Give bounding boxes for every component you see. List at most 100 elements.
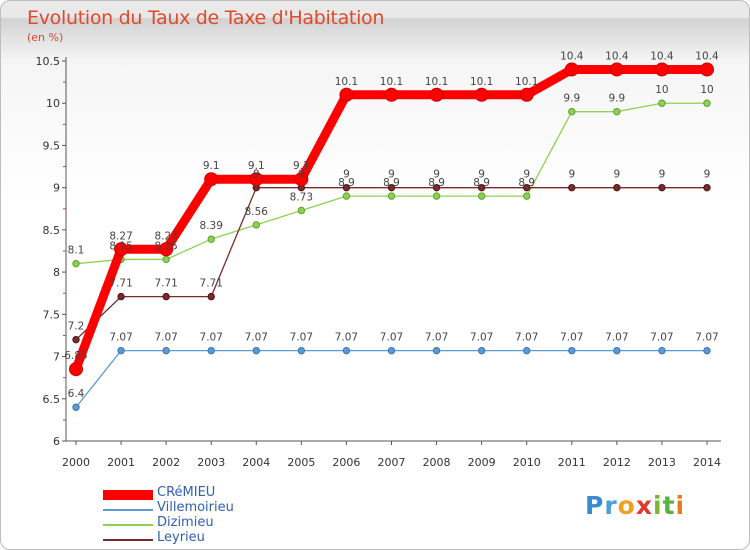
data-point-cremieu [564,62,579,77]
data-label-cremieu: 10.4 [560,50,584,62]
data-point-cremieu [249,172,264,187]
data-point-dizimieu [252,221,260,229]
data-label-villemoirieu: 7.07 [560,332,583,344]
data-label-leyrieu: 9 [478,169,485,181]
data-point-dizimieu [72,259,80,268]
data-label-leyrieu: 9 [614,169,621,181]
data-point-dizimieu [613,107,621,116]
data-point-dizimieu [387,192,396,200]
data-label-cremieu: 9.1 [203,160,220,172]
data-label-dizimieu: 8.15 [109,240,132,252]
legend-swatch-villemoirieu [103,509,153,511]
data-label-cremieu: 6.85 [64,350,87,362]
data-label-villemoirieu: 7.07 [515,332,538,344]
legend-swatch-leyrieu [103,539,153,541]
data-point-dizimieu [568,107,576,116]
legend-swatch-cremieu [103,490,153,500]
legend-label-leyrieu: Leyrieu [157,530,205,545]
x-tick-label: 2004 [242,456,270,469]
data-point-leyrieu [703,183,711,192]
legend-swatch-dizimieu [103,524,153,526]
data-label-villemoirieu: 7.07 [109,332,132,344]
data-label-villemoirieu: 7.07 [695,332,718,344]
data-label-dizimieu: 9.9 [563,93,580,105]
x-tick-label: 2000 [62,456,90,469]
x-tick-label: 2012 [603,456,631,469]
data-label-leyrieu: 9 [388,169,395,181]
data-point-villemoirieu [342,346,351,355]
data-label-cremieu: 9.1 [248,160,265,172]
data-label-villemoirieu: 7.07 [290,332,313,344]
data-label-leyrieu: 7.71 [200,278,223,290]
data-label-villemoirieu: 7.07 [470,332,493,344]
data-point-leyrieu [523,183,531,192]
y-tick-label: 8 [53,266,60,279]
y-tick-label: 8.5 [43,224,61,237]
data-label-dizimieu: 8.1 [68,245,85,257]
data-point-dizimieu [342,192,351,200]
data-point-villemoirieu [117,346,125,355]
data-label-cremieu: 10.1 [470,76,493,88]
data-point-cremieu [69,362,83,377]
data-point-dizimieu [162,255,170,264]
data-label-leyrieu: 9 [343,169,350,181]
series-line-villemoirieu [75,349,708,408]
data-point-dizimieu [703,99,711,107]
data-label-dizimieu: 10 [655,84,668,96]
data-point-leyrieu [613,183,621,192]
data-label-villemoirieu: 6.4 [68,388,85,400]
x-tick-label: 2003 [197,456,225,469]
data-label-leyrieu: 7.71 [154,278,177,290]
data-point-cremieu [384,87,399,102]
data-label-dizimieu: 8.9 [473,177,490,189]
data-point-cremieu [114,242,129,257]
data-label-dizimieu: 9.9 [609,93,626,105]
data-point-dizimieu [477,192,486,200]
x-tick-label: 2010 [513,456,541,469]
data-point-cremieu [429,87,444,102]
data-point-dizimieu [523,192,531,200]
x-tick-label: 2011 [558,456,586,469]
unit-label: (en %) [27,31,64,44]
data-point-villemoirieu [477,346,486,355]
data-label-dizimieu: 8.9 [383,177,400,189]
data-label-cremieu: 10.1 [425,76,448,88]
data-label-dizimieu: 8.73 [290,191,313,203]
legend-label-villemoirieu: Villemoirieu [157,500,234,515]
data-point-villemoirieu [432,346,441,355]
data-point-cremieu [294,172,309,187]
x-tick-label: 2002 [152,456,180,469]
data-point-villemoirieu [703,346,711,355]
y-tick-label: 10 [46,97,60,110]
data-label-villemoirieu: 7.07 [245,332,268,344]
data-point-villemoirieu [658,346,666,355]
line-chart: 6 6.5 7 7.5 8 8.5 9 9.5 10 10.5 2000 2001 2002 2003 20… [36,50,721,469]
x-tick-label: 2013 [648,456,676,469]
data-point-leyrieu [477,183,486,192]
data-label-cremieu: 8.27 [154,230,177,242]
data-point-dizimieu [432,192,441,200]
data-label-leyrieu: 7.71 [109,278,132,290]
y-tick-label: 7.5 [43,308,61,321]
data-label-leyrieu: 9 [704,169,711,181]
chart-title: Evolution du Taux de Taxe d'Habitation [27,7,385,29]
data-label-cremieu: 10.1 [335,76,358,88]
data-point-cremieu [474,87,489,102]
data-point-villemoirieu [613,346,621,355]
data-point-dizimieu [297,206,306,215]
data-label-dizimieu: 8.9 [518,177,535,189]
data-point-cremieu [519,87,534,102]
y-tick-label: 9 [53,182,60,195]
data-label-cremieu: 10.1 [515,76,538,88]
y-tick-label: 6 [53,435,60,448]
x-tick-label: 2014 [693,456,721,469]
data-label-leyrieu: 9 [568,169,575,181]
y-tick-label: 10.5 [36,55,61,68]
data-label-leyrieu: 9 [433,169,440,181]
x-tick-label: 2005 [287,456,315,469]
data-point-cremieu [204,172,219,187]
data-point-cremieu [339,87,354,102]
legend-label-cremieu: CRéMIEU [157,485,216,500]
y-tick-label: 7 [53,351,60,364]
